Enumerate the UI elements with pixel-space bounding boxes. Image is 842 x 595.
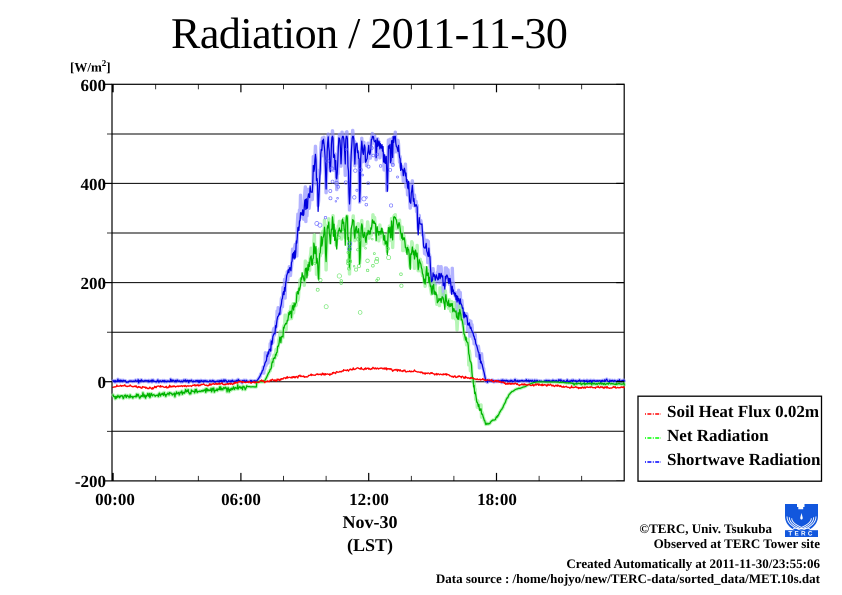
svg-text:TERC: TERC — [788, 531, 814, 538]
